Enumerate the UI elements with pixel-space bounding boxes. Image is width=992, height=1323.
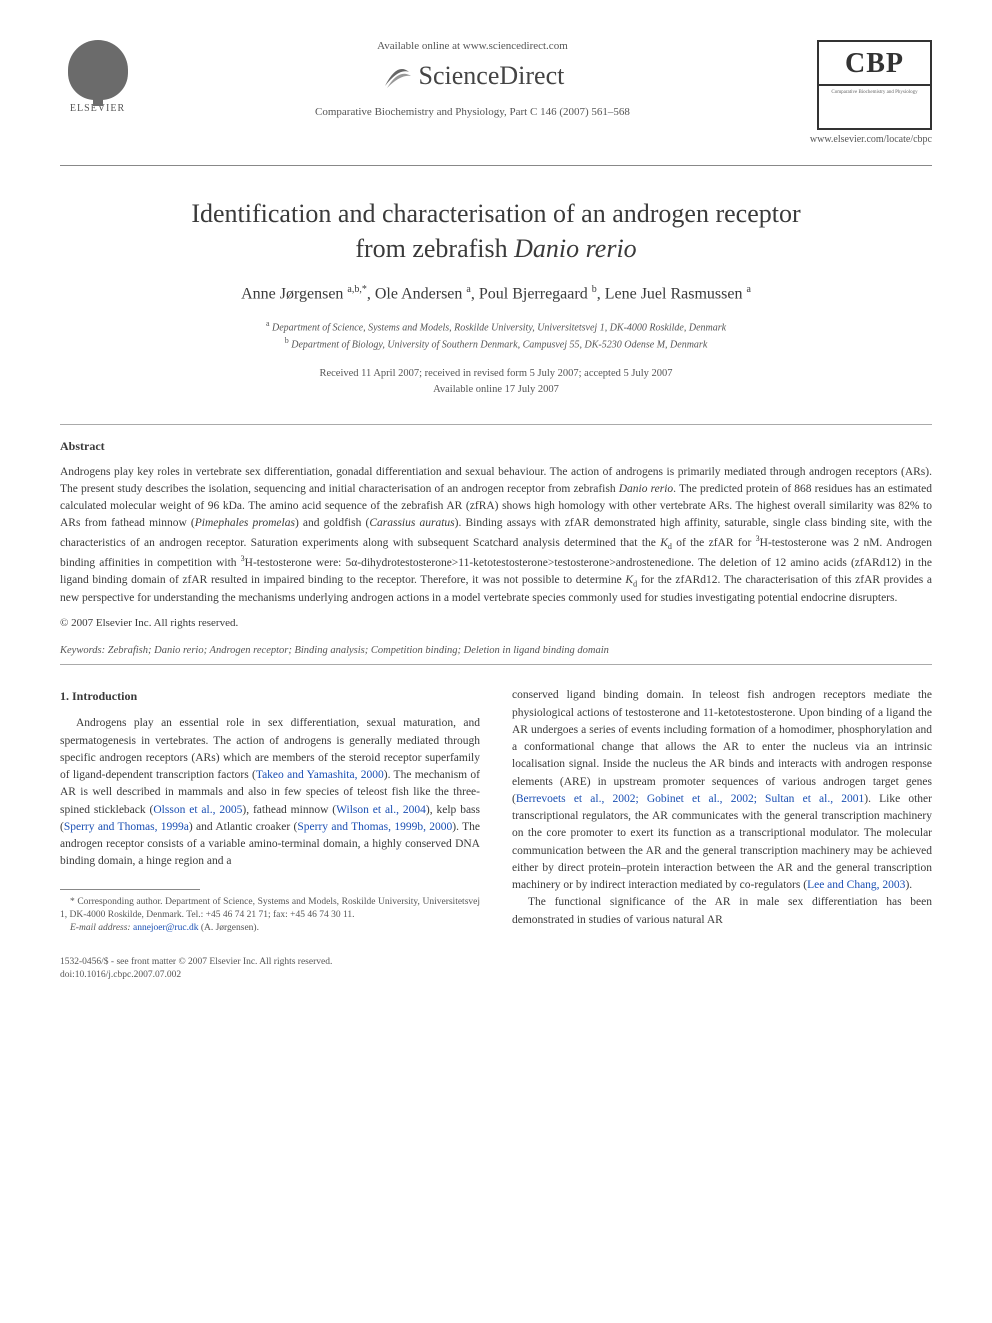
footnote-divider: [60, 889, 200, 890]
copyright-line: © 2007 Elsevier Inc. All rights reserved…: [60, 617, 932, 629]
right-col-p1: conserved ligand binding domain. In tele…: [512, 687, 932, 894]
article-title: Identification and characterisation of a…: [60, 196, 932, 266]
body-columns: 1. Introduction Androgens play an essent…: [60, 687, 932, 982]
header-divider: [60, 165, 932, 166]
email-label: E-mail address:: [70, 923, 131, 933]
abstract-heading: Abstract: [60, 439, 932, 454]
online-date: Available online 17 July 2007: [433, 384, 559, 395]
authors-line: Anne Jørgensen a,b,*, Ole Andersen a, Po…: [60, 284, 932, 303]
journal-reference: Comparative Biochemistry and Physiology,…: [155, 106, 790, 118]
abstract-top-rule: [60, 424, 932, 425]
title-line2-pre: from zebrafish: [355, 234, 514, 263]
email-tail: (A. Jørgensen).: [198, 923, 259, 933]
affiliation-b: Department of Biology, University of Sou…: [291, 339, 707, 350]
keywords-line: Keywords: Zebrafish; Danio rerio; Androg…: [60, 645, 932, 656]
journal-url: www.elsevier.com/locate/cbpc: [810, 134, 932, 145]
article-dates: Received 11 April 2007; received in revi…: [60, 366, 932, 398]
keywords-text: Zebrafish; Danio rerio; Androgen recepto…: [105, 645, 609, 656]
right-column: conserved ligand binding domain. In tele…: [512, 687, 932, 982]
affiliation-a: Department of Science, Systems and Model…: [272, 322, 726, 333]
sciencedirect-swoosh-icon: [381, 60, 413, 92]
elsevier-logo: ELSEVIER: [60, 40, 135, 114]
sciencedirect-logo: ScienceDirect: [155, 60, 790, 92]
available-online-text: Available online at www.sciencedirect.co…: [155, 40, 790, 52]
title-line1: Identification and characterisation of a…: [191, 199, 800, 228]
cbp-column: CBP Comparative Biochemistry and Physiol…: [810, 40, 932, 145]
cbp-logo-box: CBP Comparative Biochemistry and Physiol…: [817, 40, 932, 130]
keywords-label: Keywords:: [60, 645, 105, 656]
center-header: Available online at www.sciencedirect.co…: [135, 40, 810, 118]
elsevier-tree-icon: [68, 40, 128, 100]
email-link[interactable]: annejoer@ruc.dk: [133, 923, 198, 933]
left-col-p1: Androgens play an essential role in sex …: [60, 715, 480, 870]
cbp-subtitle: Comparative Biochemistry and Physiology: [825, 86, 923, 101]
abstract-bottom-rule: [60, 664, 932, 665]
right-col-p2: The functional significance of the AR in…: [512, 894, 932, 929]
cbp-abbrev: CBP: [819, 48, 930, 86]
abstract-body: Androgens play key roles in vertebrate s…: [60, 464, 932, 608]
page-header: ELSEVIER Available online at www.science…: [60, 40, 932, 145]
sciencedirect-text: ScienceDirect: [419, 61, 565, 91]
affiliations: a Department of Science, Systems and Mod…: [60, 318, 932, 353]
received-dates: Received 11 April 2007; received in revi…: [319, 368, 672, 379]
section-1-heading: 1. Introduction: [60, 687, 480, 705]
issn-line: 1532-0456/$ - see front matter © 2007 El…: [60, 956, 480, 969]
corresponding-footnote: * Corresponding author. Department of Sc…: [60, 896, 480, 923]
doi-line: doi:10.1016/j.cbpc.2007.07.002: [60, 969, 480, 982]
title-species: Danio rerio: [514, 234, 637, 263]
email-footnote: E-mail address: annejoer@ruc.dk (A. Jørg…: [60, 922, 480, 935]
left-column: 1. Introduction Androgens play an essent…: [60, 687, 480, 982]
